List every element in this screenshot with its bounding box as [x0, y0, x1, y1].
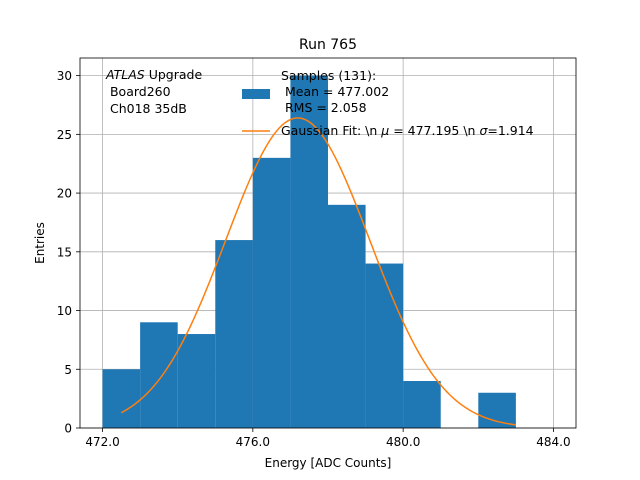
histogram-bar	[177, 334, 216, 428]
atlas-label: ATLAS	[105, 67, 145, 82]
legend-fit-mid: = 477.195 \n	[389, 123, 479, 138]
y-axis-ticks: 0 5 10 15 20 25 30	[57, 69, 80, 436]
x-axis-ticks: 472.0 476.0 480.0 484.0	[85, 428, 571, 449]
histogram-bar	[365, 263, 404, 428]
legend-histogram-line1: Samples (131):	[281, 68, 376, 83]
y-tick-label: 20	[57, 187, 72, 201]
y-tick-label: 0	[64, 422, 72, 436]
legend-histogram-line2: Mean = 477.002	[281, 84, 389, 99]
y-tick-label: 5	[64, 363, 72, 377]
x-tick-label: 484.0	[536, 435, 570, 449]
x-tick-label: 472.0	[85, 435, 119, 449]
histogram-bar	[403, 381, 441, 428]
legend-fit-prefix: Gaussian Fit: \n	[281, 123, 381, 138]
board-label: Board260	[106, 84, 171, 99]
x-axis-label: Energy [ADC Counts]	[265, 456, 392, 470]
histogram-bar	[252, 157, 291, 429]
plot-frame	[79, 57, 577, 429]
y-tick-label: 15	[57, 245, 72, 259]
histogram-bar	[328, 204, 366, 428]
histogram-bar	[140, 322, 178, 428]
atlas-annotation: ATLAS Upgrade Board260 Ch018 35dB	[105, 67, 202, 116]
y-axis-label: Entries	[33, 222, 47, 264]
upgrade-label: Upgrade	[145, 67, 203, 82]
histogram-bar	[102, 369, 141, 428]
legend-histogram-swatch	[242, 89, 270, 99]
x-tick-label: 480.0	[386, 435, 420, 449]
legend: Samples (131): Mean = 477.002 RMS = 2.05…	[242, 68, 534, 138]
histogram-bar	[478, 392, 516, 428]
gaussian-fit-curve	[120, 117, 516, 426]
legend-fit-sigma: σ	[479, 123, 488, 138]
legend-fit-mu: μ	[380, 123, 389, 138]
y-tick-label: 30	[57, 69, 72, 83]
y-tick-label: 10	[57, 304, 72, 318]
channel-label: Ch018 35dB	[106, 101, 187, 116]
y-tick-label: 25	[57, 128, 72, 142]
legend-histogram-line3: RMS = 2.058	[281, 100, 367, 115]
histogram-bars	[102, 75, 516, 429]
chart-title: Run 765	[299, 37, 357, 53]
histogram-bar	[215, 240, 253, 428]
x-tick-label: 476.0	[236, 435, 270, 449]
legend-fit-suffix: =1.914	[487, 123, 533, 138]
svg-text:ATLAS Upgrade: ATLAS Upgrade	[105, 67, 202, 82]
legend-fit-label: Gaussian Fit: \n μ = 477.195 \n σ=1.914	[281, 123, 534, 138]
